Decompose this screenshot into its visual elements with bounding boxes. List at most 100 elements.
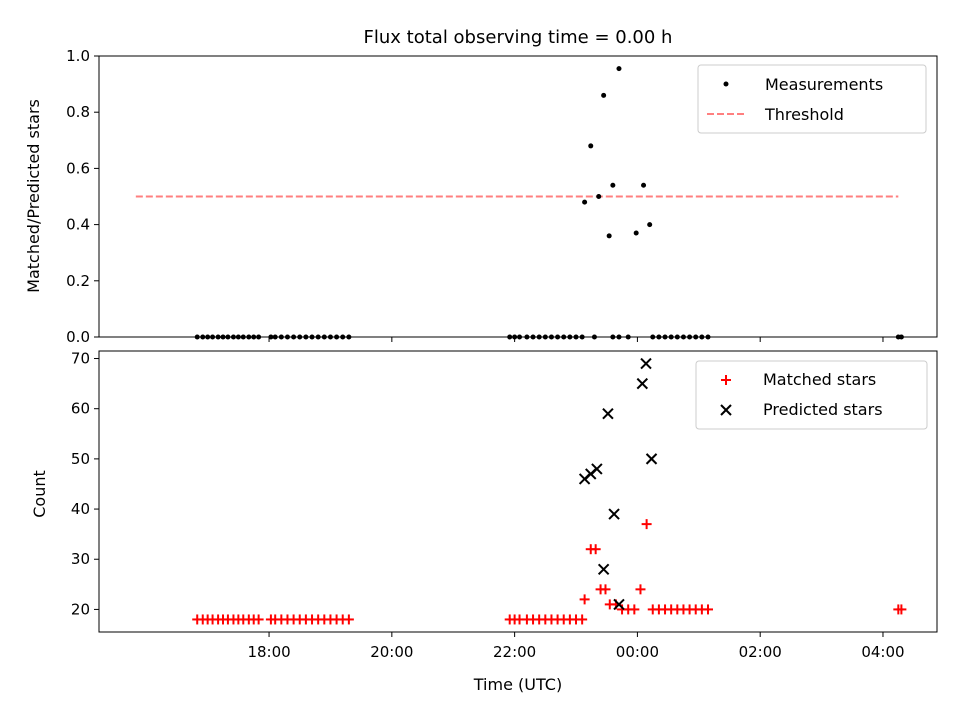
measurement-point — [536, 334, 542, 340]
ratio-marks — [135, 66, 904, 340]
count-legend: Matched stars Predicted stars — [695, 360, 928, 430]
x-tick-label: 02:00 — [739, 643, 782, 661]
measurement-point — [230, 334, 236, 340]
measurement-point — [606, 233, 612, 239]
measurement-point — [699, 334, 705, 340]
measurement-point — [610, 182, 616, 188]
legend-predicted-marker — [720, 404, 732, 416]
measurement-point — [588, 143, 594, 149]
measurement-point — [898, 334, 904, 340]
ratio-legend: Measurements Threshold — [697, 64, 927, 134]
measurement-point — [210, 334, 216, 340]
measurement-point — [641, 182, 647, 188]
measurement-point — [555, 334, 561, 340]
measurement-point — [616, 66, 622, 72]
y-tick-label: 0.2 — [66, 272, 90, 290]
measurement-point — [251, 334, 257, 340]
predicted-point — [640, 357, 652, 370]
measurement-point — [334, 334, 340, 340]
y-tick-label: 60 — [71, 400, 90, 418]
predicted-point — [591, 463, 603, 475]
x-tick-label: 04:00 — [861, 643, 904, 661]
legend-predicted-label: Predicted stars — [763, 400, 883, 419]
measurement-point — [662, 334, 668, 340]
measurement-point — [272, 334, 278, 340]
measurement-point — [291, 334, 297, 340]
count-marks — [192, 357, 907, 625]
measurement-point — [246, 334, 252, 340]
y-tick-label: 0.8 — [66, 103, 90, 121]
legend-matched-label: Matched stars — [763, 370, 876, 389]
matched-point — [343, 614, 354, 625]
measurement-point — [650, 334, 656, 340]
measurement-point — [507, 334, 513, 340]
measurement-point — [194, 334, 200, 340]
legend-matched-marker — [721, 375, 731, 385]
measurement-point — [256, 334, 262, 340]
y-tick-label: 40 — [71, 500, 90, 518]
measurement-point — [315, 334, 321, 340]
measurement-point — [512, 334, 518, 340]
matched-point — [629, 604, 640, 615]
measurement-point — [687, 334, 693, 340]
matched-point — [577, 614, 588, 625]
measurement-point — [573, 334, 579, 340]
legend-threshold-label: Threshold — [764, 105, 844, 124]
measurement-point — [524, 334, 530, 340]
matched-point — [641, 519, 652, 530]
measurement-point — [517, 334, 523, 340]
measurement-point — [340, 334, 346, 340]
measurement-point — [321, 334, 327, 340]
measurement-point — [705, 334, 711, 340]
measurement-point — [680, 334, 686, 340]
measurement-point — [542, 334, 548, 340]
y-tick-label: 70 — [71, 350, 90, 368]
measurement-point — [235, 334, 241, 340]
y-tick-label: 1.0 — [66, 47, 90, 65]
measurement-point — [561, 334, 567, 340]
measurement-point — [633, 230, 639, 236]
ratio-y-ticks: 0.0 0.2 0.4 0.6 0.8 1.0 — [66, 47, 99, 346]
predicted-point — [597, 563, 610, 575]
matched-point — [579, 594, 590, 605]
measurement-point — [668, 334, 674, 340]
measurement-point — [656, 334, 662, 340]
count-x-ticks: 18:00 20:00 22:00 00:00 02:00 04:00 — [247, 632, 905, 661]
y-tick-label: 50 — [71, 450, 90, 468]
matched-point — [253, 614, 264, 625]
measurement-point — [693, 334, 699, 340]
measurement-point — [567, 334, 573, 340]
measurement-point — [591, 334, 597, 340]
legend-measurements-label: Measurements — [765, 75, 883, 94]
matched-point — [896, 604, 907, 615]
measurement-point — [579, 334, 585, 340]
measurement-point — [530, 334, 536, 340]
measurement-point — [625, 334, 631, 340]
measurement-point — [215, 334, 221, 340]
matched-point — [703, 604, 714, 615]
measurement-point — [548, 334, 554, 340]
measurement-point — [200, 334, 206, 340]
measurement-point — [610, 334, 616, 340]
matched-point — [590, 544, 601, 555]
matched-point — [635, 584, 646, 595]
measurement-point — [225, 334, 231, 340]
chart-title: Flux total observing time = 0.00 h — [364, 27, 673, 48]
x-tick-label: 20:00 — [370, 643, 413, 661]
predicted-point — [645, 453, 658, 465]
count-panel — [98, 350, 938, 633]
predicted-point — [608, 508, 620, 520]
predicted-point — [602, 408, 614, 420]
measurement-point — [596, 194, 602, 199]
measurement-point — [601, 92, 607, 98]
y-tick-label: 0.0 — [66, 328, 90, 346]
count-y-axis-label: Count — [30, 470, 49, 518]
predicted-point — [636, 377, 649, 390]
matched-point — [600, 584, 611, 595]
measurement-point — [205, 334, 211, 340]
plot-frame — [98, 350, 938, 633]
y-tick-label: 30 — [71, 550, 90, 568]
measurement-point — [616, 334, 622, 340]
x-tick-label: 22:00 — [493, 643, 536, 661]
